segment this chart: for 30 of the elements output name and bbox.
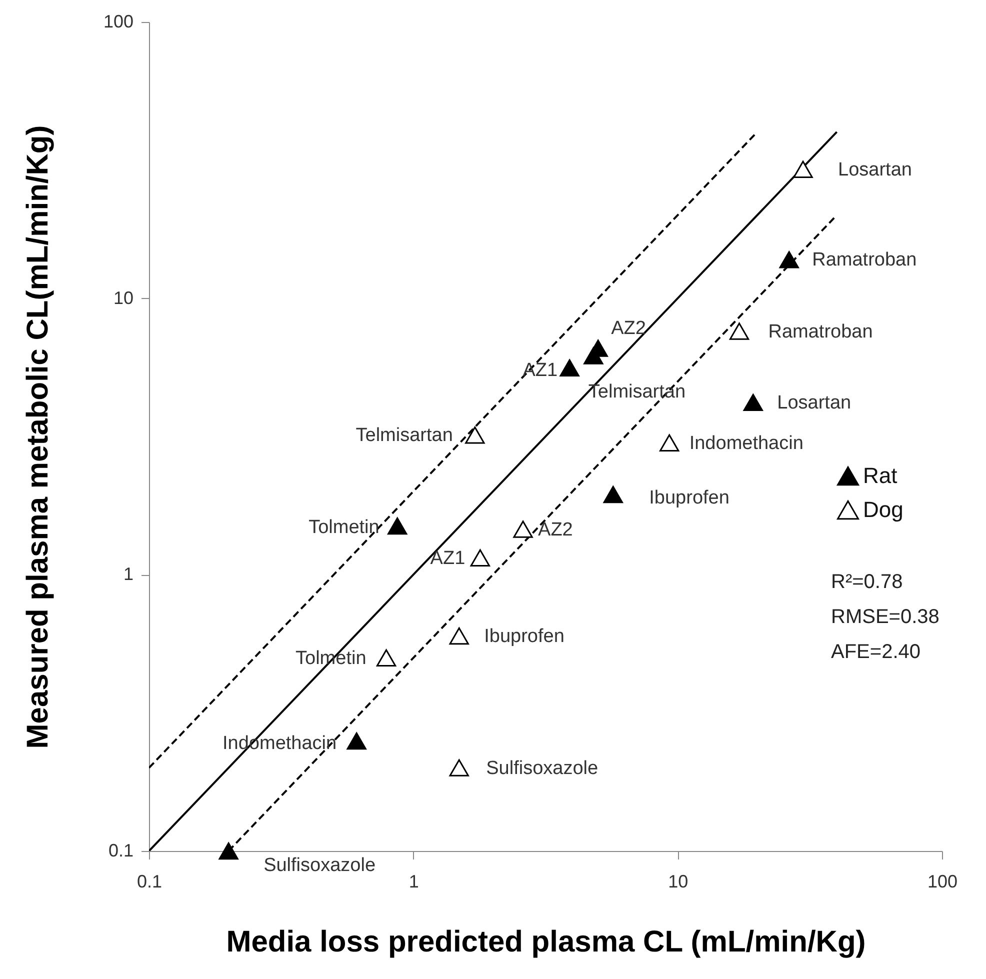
x-tick-label: 10 [668,872,688,892]
data-label: Ibuprofen [649,488,730,509]
data-label: Losartan [838,159,912,180]
data-label: AZ2 [538,519,573,540]
annotation: RMSE=0.38 [831,606,940,628]
y-axis-title: Measured plasma metabolic CL(mL/min/Kg) [21,125,54,749]
data-label: AZ1 [430,548,466,569]
data-label: Ramatroban [768,321,873,342]
x-tick-label: 0.1 [136,872,162,892]
data-label: Ramatroban [812,250,917,271]
y-tick-label: 0.1 [108,840,134,860]
y-tick-label: 1 [123,564,134,584]
y-tick-label: 10 [113,288,134,308]
data-label: AZ1 [522,360,558,381]
data-label: Sulfisoxazole [264,855,376,876]
data-label: Indomethacin [689,432,804,454]
data-label: AZ2 [611,318,646,340]
y-tick-label: 100 [103,12,134,32]
legend-label: Dog [863,497,904,522]
x-tick-label: 100 [927,872,958,892]
x-axis-title: Media loss predicted plasma CL (mL/min/Kg) [226,926,866,958]
annotation: AFE=2.40 [831,641,921,663]
legend-label: Rat [863,463,898,488]
data-label: Tolmetin [308,517,380,538]
data-label: Ibuprofen [484,626,564,647]
data-label: Telmisartan [356,425,453,446]
data-label: Sulfisoxazole [486,758,598,779]
data-label: Losartan [777,392,852,414]
annotation: R²=0.78 [831,571,903,593]
x-tick-label: 1 [408,872,419,892]
